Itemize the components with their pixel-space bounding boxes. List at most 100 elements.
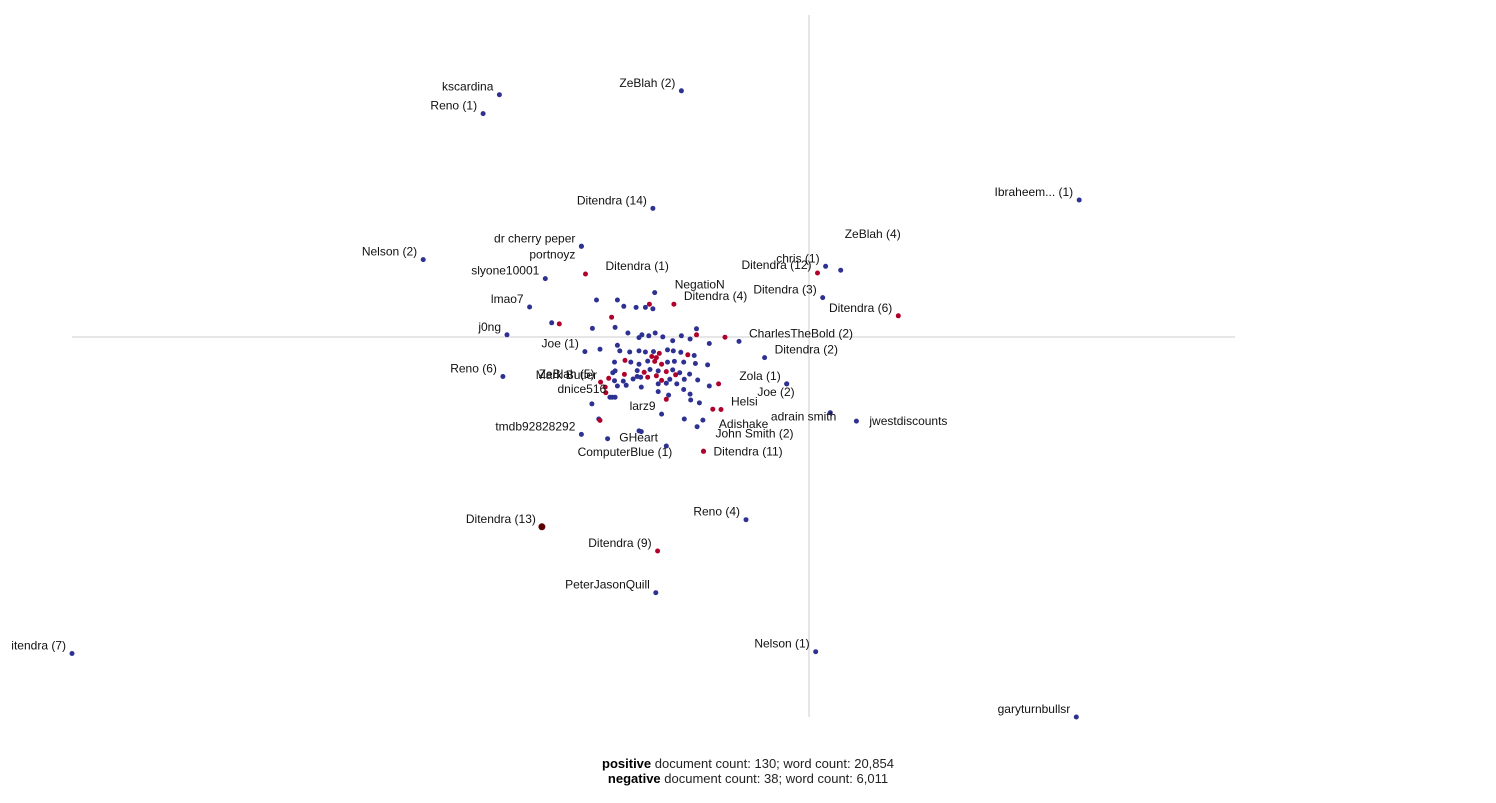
data-point[interactable] xyxy=(642,304,648,310)
data-point[interactable] xyxy=(813,649,819,655)
data-point[interactable] xyxy=(614,297,620,303)
data-point[interactable] xyxy=(681,416,687,422)
data-point[interactable] xyxy=(578,431,584,437)
data-point[interactable] xyxy=(646,301,652,307)
data-point[interactable] xyxy=(838,267,844,273)
data-point[interactable] xyxy=(762,355,768,361)
data-point[interactable] xyxy=(655,381,661,387)
data-point[interactable] xyxy=(628,359,634,365)
data-point[interactable] xyxy=(496,92,502,98)
data-point[interactable] xyxy=(556,321,562,327)
data-point[interactable] xyxy=(606,375,612,381)
data-point[interactable] xyxy=(691,353,697,358)
data-point[interactable] xyxy=(685,352,691,358)
data-point[interactable] xyxy=(694,332,699,338)
data-point[interactable] xyxy=(701,448,706,454)
data-point[interactable] xyxy=(678,88,684,94)
data-point[interactable] xyxy=(639,332,645,338)
data-point[interactable] xyxy=(663,396,669,402)
data-point[interactable] xyxy=(621,371,627,377)
data-point[interactable] xyxy=(678,349,684,355)
data-point[interactable] xyxy=(638,384,644,390)
data-point[interactable] xyxy=(694,326,699,332)
data-point[interactable] xyxy=(636,361,642,367)
data-point[interactable] xyxy=(614,342,620,348)
data-point[interactable] xyxy=(1076,197,1082,203)
data-point[interactable] xyxy=(659,411,665,417)
data-point[interactable] xyxy=(647,367,653,372)
data-point[interactable] xyxy=(636,348,642,354)
data-point[interactable] xyxy=(597,417,603,423)
data-point[interactable] xyxy=(655,548,661,554)
data-point[interactable] xyxy=(620,378,626,384)
data-point[interactable] xyxy=(670,348,676,354)
data-point[interactable] xyxy=(670,367,676,373)
data-point[interactable] xyxy=(1073,714,1079,720)
data-point[interactable] xyxy=(673,372,679,378)
data-point[interactable] xyxy=(652,290,658,296)
data-point[interactable] xyxy=(642,349,648,355)
data-point[interactable] xyxy=(716,381,722,387)
data-point[interactable] xyxy=(651,349,656,355)
data-point[interactable] xyxy=(663,380,669,386)
data-point[interactable] xyxy=(681,387,687,392)
data-point[interactable] xyxy=(663,369,669,375)
data-point[interactable] xyxy=(706,341,712,346)
data-point[interactable] xyxy=(652,330,658,336)
data-point[interactable] xyxy=(687,391,693,397)
data-point[interactable] xyxy=(617,348,623,354)
data-point[interactable] xyxy=(677,370,683,376)
data-point[interactable] xyxy=(594,297,599,303)
data-point[interactable] xyxy=(641,369,647,375)
data-point[interactable] xyxy=(674,381,680,387)
data-point[interactable] xyxy=(645,374,651,380)
data-point[interactable] xyxy=(614,383,620,389)
data-point[interactable] xyxy=(609,394,615,400)
data-point[interactable] xyxy=(659,361,665,367)
data-point[interactable] xyxy=(650,306,656,312)
data-point[interactable] xyxy=(694,424,700,430)
data-point[interactable] xyxy=(621,303,627,309)
data-point[interactable] xyxy=(670,338,676,344)
data-point[interactable] xyxy=(638,374,644,380)
data-point[interactable] xyxy=(589,401,595,407)
data-point[interactable] xyxy=(706,383,712,389)
data-point[interactable] xyxy=(653,590,659,596)
data-point[interactable] xyxy=(722,334,728,340)
data-point[interactable] xyxy=(827,410,833,416)
data-point[interactable] xyxy=(598,379,604,385)
data-point[interactable] xyxy=(582,349,588,355)
data-point[interactable] xyxy=(655,389,661,395)
data-point[interactable] xyxy=(638,429,644,435)
data-point[interactable] xyxy=(634,368,640,374)
data-point[interactable] xyxy=(687,371,693,377)
data-point[interactable] xyxy=(660,334,666,340)
data-point[interactable] xyxy=(743,517,749,523)
data-point[interactable] xyxy=(650,205,656,211)
data-point[interactable] xyxy=(655,368,661,374)
data-point[interactable] xyxy=(710,406,716,412)
data-point[interactable] xyxy=(653,373,659,379)
data-point[interactable] xyxy=(480,111,486,117)
data-point[interactable] xyxy=(820,295,826,301)
data-point[interactable] xyxy=(542,276,548,282)
data-point[interactable] xyxy=(895,313,901,319)
data-point[interactable] xyxy=(696,400,702,406)
data-point[interactable] xyxy=(622,357,628,363)
data-point[interactable] xyxy=(609,314,615,320)
data-point[interactable] xyxy=(659,377,665,383)
data-point[interactable] xyxy=(678,333,684,339)
data-point[interactable] xyxy=(695,377,701,383)
data-point[interactable] xyxy=(612,359,617,365)
data-point[interactable] xyxy=(736,338,742,344)
data-point[interactable] xyxy=(625,330,631,336)
data-point[interactable] xyxy=(671,301,677,307)
data-point[interactable] xyxy=(645,358,651,364)
data-point[interactable] xyxy=(667,376,673,382)
data-point[interactable] xyxy=(627,349,633,355)
data-point[interactable] xyxy=(681,359,687,365)
data-point[interactable] xyxy=(605,436,611,442)
data-point[interactable] xyxy=(69,651,75,656)
data-point[interactable] xyxy=(612,324,618,330)
data-point[interactable] xyxy=(656,350,662,356)
